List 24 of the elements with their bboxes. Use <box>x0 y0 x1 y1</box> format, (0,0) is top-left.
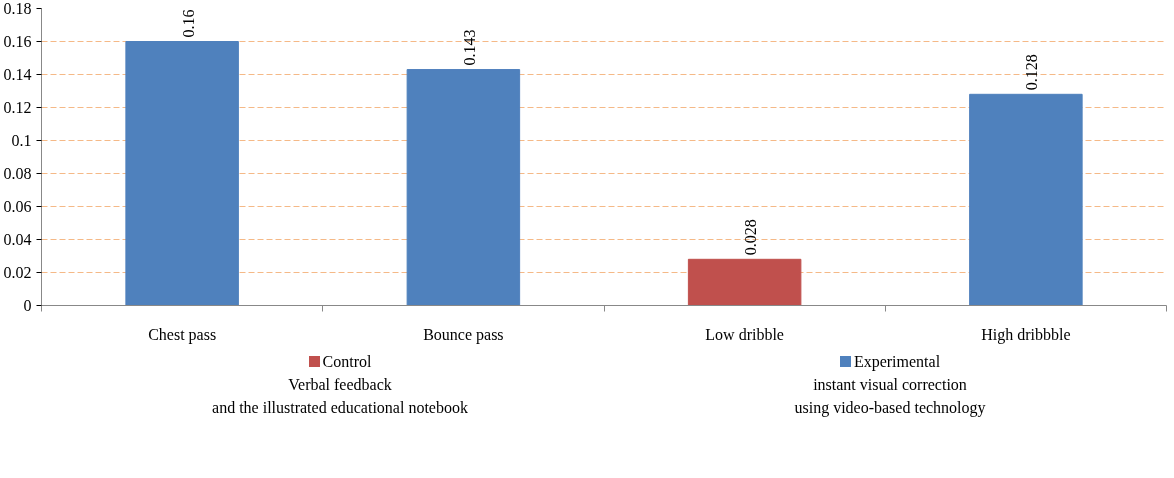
bar <box>406 69 521 306</box>
legend-label: Control Verbal feedback and the illustrated educational notebook <box>211 352 469 419</box>
x-tick-label: Chest pass <box>148 325 217 344</box>
y-tick-label: 0.14 <box>3 66 32 83</box>
data-label: 0.16 <box>179 9 197 38</box>
x-tick-label: High dribbble <box>981 325 1071 344</box>
y-tick-label: 0.02 <box>3 264 32 281</box>
y-tick-label: 0.18 <box>3 0 32 17</box>
y-tick-label: 0.08 <box>3 165 32 182</box>
data-label: 0.028 <box>742 219 760 256</box>
y-tick-label: 0 <box>23 297 32 314</box>
data-label: 0.143 <box>460 29 478 66</box>
bar <box>687 258 802 306</box>
x-tick-label: Bounce pass <box>423 325 504 344</box>
y-tick-label: 0.1 <box>11 132 32 149</box>
y-tick-label: 0.16 <box>3 33 32 50</box>
y-tick-label: 0.12 <box>3 99 32 116</box>
bar <box>969 93 1083 306</box>
data-label: 0.128 <box>1023 54 1041 91</box>
y-tick-label: 0.04 <box>3 231 32 248</box>
legend-label: Experimental instant visual correction using video-based technology <box>793 352 987 419</box>
y-tick-label: 0.06 <box>3 198 32 215</box>
x-tick-label: Low dribble <box>705 325 784 343</box>
bar <box>125 41 239 306</box>
